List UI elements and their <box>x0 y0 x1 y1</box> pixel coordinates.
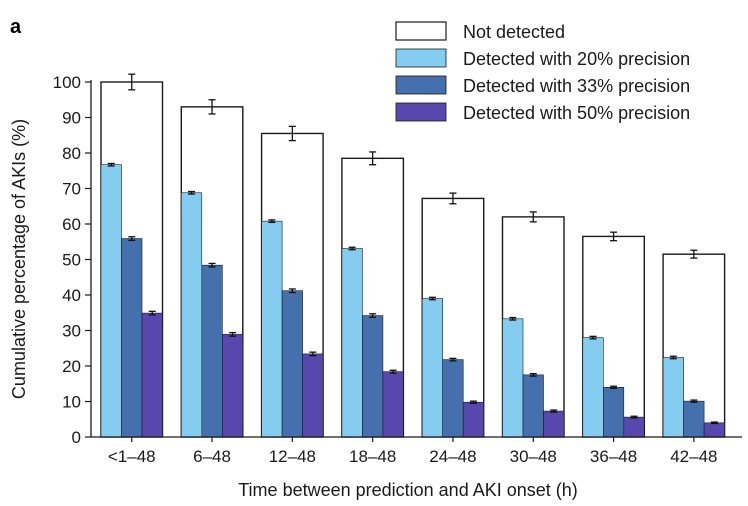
x-tick-label-5: 24–48 <box>429 447 476 466</box>
bar-33-precision-8 <box>683 400 705 438</box>
x-tick-label-7: 36–48 <box>590 447 637 466</box>
x-tick-label-3: 12–48 <box>269 447 316 466</box>
bar-33-precision-3 <box>281 290 303 438</box>
bar-33-precision-4 <box>362 315 384 438</box>
x-tick-label-2: 6–48 <box>193 447 231 466</box>
y-tick-label-0: 0 <box>72 428 81 447</box>
bar-33-precision-2 <box>201 264 223 438</box>
bar-50-precision-1 <box>141 312 163 438</box>
bar-group-4 <box>341 151 405 438</box>
legend-swatch-not-detected <box>395 21 447 41</box>
bar-50-precision-3 <box>302 353 324 438</box>
bar-group-2 <box>180 99 244 438</box>
y-tick-label-100: 100 <box>53 73 81 92</box>
y-tick-label-50: 50 <box>62 251 81 270</box>
x-tick-label-1: <1–48 <box>108 447 156 466</box>
x-axis-title: Time between prediction and AKI onset (h… <box>238 480 578 500</box>
bar-20-precision-6 <box>502 318 524 438</box>
legend-swatch-50-precision <box>395 102 447 122</box>
bar-20-precision-1 <box>100 164 122 438</box>
x-tick-label-8: 42–48 <box>670 447 717 466</box>
y-tick-label-20: 20 <box>62 357 81 376</box>
x-tick-label-6: 30–48 <box>510 447 557 466</box>
legend-label-50-precision: Detected with 50% precision <box>463 103 690 123</box>
y-tick-label-90: 90 <box>62 109 81 128</box>
y-tick-label-30: 30 <box>62 322 81 341</box>
legend: Not detected Detected with 20% precision… <box>395 21 690 123</box>
bar-50-precision-4 <box>382 371 404 438</box>
legend-swatch-33-precision <box>395 75 447 95</box>
bar-group-5 <box>421 192 485 438</box>
y-tick-label-40: 40 <box>62 286 81 305</box>
bar-50-precision-5 <box>462 401 485 438</box>
bar-20-precision-3 <box>261 220 283 438</box>
bar-group-6 <box>501 211 565 438</box>
panel-label: a <box>10 16 22 38</box>
bar-50-precision-8 <box>703 422 725 438</box>
y-tick-label-70: 70 <box>62 180 81 199</box>
legend-label-20-precision: Detected with 20% precision <box>463 49 690 69</box>
plot-area: <1–48 6–48 12–48 18–48 24–48 30–48 36–48 42–48 0… <box>53 73 742 466</box>
y-axis-title: Cumulative percentage of AKIs (%) <box>9 119 29 399</box>
x-tick-label-4: 18–48 <box>349 447 396 466</box>
bar-group-3 <box>260 125 324 438</box>
bar-33-precision-7 <box>602 386 625 438</box>
bar-33-precision-5 <box>442 359 464 438</box>
bar-50-precision-7 <box>623 416 645 438</box>
bar-group-1 <box>100 73 164 438</box>
bar-20-precision-7 <box>582 337 604 438</box>
bar-50-precision-2 <box>222 334 244 438</box>
bar-33-precision-6 <box>522 374 544 438</box>
bar-group-8 <box>662 249 726 438</box>
y-tick-label-60: 60 <box>62 215 81 234</box>
bar-20-precision-5 <box>421 298 444 438</box>
bar-20-precision-8 <box>662 357 684 438</box>
bar-50-precision-6 <box>543 410 565 438</box>
bar-33-precision-1 <box>121 238 143 438</box>
legend-label-33-precision: Detected with 33% precision <box>463 76 690 96</box>
legend-swatch-20-precision <box>395 48 447 68</box>
bar-group-7 <box>582 231 645 438</box>
legend-label-not-detected: Not detected <box>463 22 565 42</box>
y-tick-label-80: 80 <box>62 144 81 163</box>
y-tick-label-10: 10 <box>62 393 81 412</box>
bar-20-precision-2 <box>181 192 203 438</box>
bar-20-precision-4 <box>341 248 363 438</box>
